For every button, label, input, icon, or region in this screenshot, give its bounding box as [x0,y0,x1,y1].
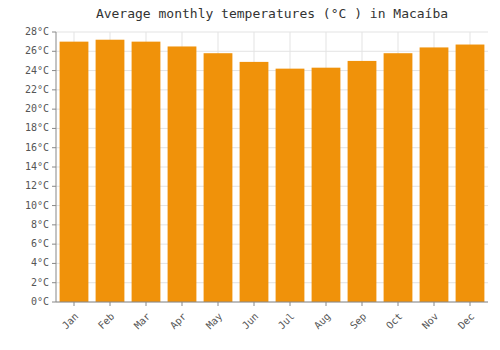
y-grid-line [56,32,488,33]
y-tick [52,167,56,168]
x-tick-label: Sep [348,311,369,332]
bar [420,47,449,302]
x-tick [362,302,363,306]
y-tick-label: 0°C [31,296,49,307]
y-tick-label: 8°C [31,219,49,230]
y-tick-label: 16°C [25,142,49,153]
bar [240,62,269,302]
y-tick-label: 6°C [31,238,49,249]
y-tick [52,186,56,187]
bar [60,42,89,302]
x-tick-label: May [204,311,225,332]
bars [60,40,485,302]
bar [132,42,161,302]
y-grid-line [56,302,488,303]
x-tick [398,302,399,306]
x-tick-label: Nov [420,311,441,332]
x-tick [74,302,75,306]
x-tick-label: Aug [312,311,333,332]
axes: 0°C 2°C 4°C 6°C 8°C 10°C 12°C 14°C 16°C 18°C 20°C 2… [25,26,477,331]
y-tick-label: 24°C [25,65,49,76]
x-tick-label: Jul [276,311,297,332]
y-tick-label: 10°C [25,200,49,211]
y-tick [52,205,56,206]
bar [96,40,125,302]
x-tick-label: Apr [168,311,189,332]
bar [168,46,197,302]
y-tick [52,89,56,90]
x-tick [254,302,255,306]
bar [348,61,377,302]
y-tick [52,109,56,110]
y-tick-label: 12°C [25,180,49,191]
bar [312,68,341,302]
bar [276,69,305,302]
x-axis-line [56,302,488,303]
y-tick-label: 22°C [25,84,49,95]
x-tick-label: Jun [240,311,261,332]
y-tick-label: 28°C [25,26,49,37]
x-tick-label: Oct [384,311,405,332]
y-tick-label: 14°C [25,161,49,172]
x-tick-label: Dec [456,311,477,332]
x-tick [146,302,147,306]
y-tick [52,224,56,225]
x-tick [182,302,183,306]
chart: 0°C 2°C 4°C 6°C 8°C 10°C 12°C 14°C 16°C 18°C 20°C 2… [0,0,500,350]
y-tick-label: 20°C [25,103,49,114]
y-tick [52,244,56,245]
x-tick-label: Mar [132,311,153,332]
bar [456,45,485,302]
y-tick [52,51,56,52]
y-tick [52,147,56,148]
y-axis-line [56,32,57,302]
title: Average monthly temperatures (°C ) in Ma… [96,6,448,21]
x-tick [326,302,327,306]
x-tick [218,302,219,306]
y-tick [52,263,56,264]
x-tick [470,302,471,306]
y-tick [52,282,56,283]
x-tick [110,302,111,306]
x-tick [290,302,291,306]
grid [56,32,488,302]
y-tick-label: 4°C [31,257,49,268]
y-tick [52,302,56,303]
bar [204,53,233,302]
y-tick [52,128,56,129]
y-tick-label: 18°C [25,122,49,133]
x-tick [434,302,435,306]
y-tick-label: 26°C [25,45,49,56]
y-tick [52,32,56,33]
y-tick-label: 2°C [31,277,49,288]
bar [384,53,413,302]
y-tick [52,70,56,71]
x-tick-label: Jan [60,311,81,332]
x-tick-label: Feb [96,311,117,332]
